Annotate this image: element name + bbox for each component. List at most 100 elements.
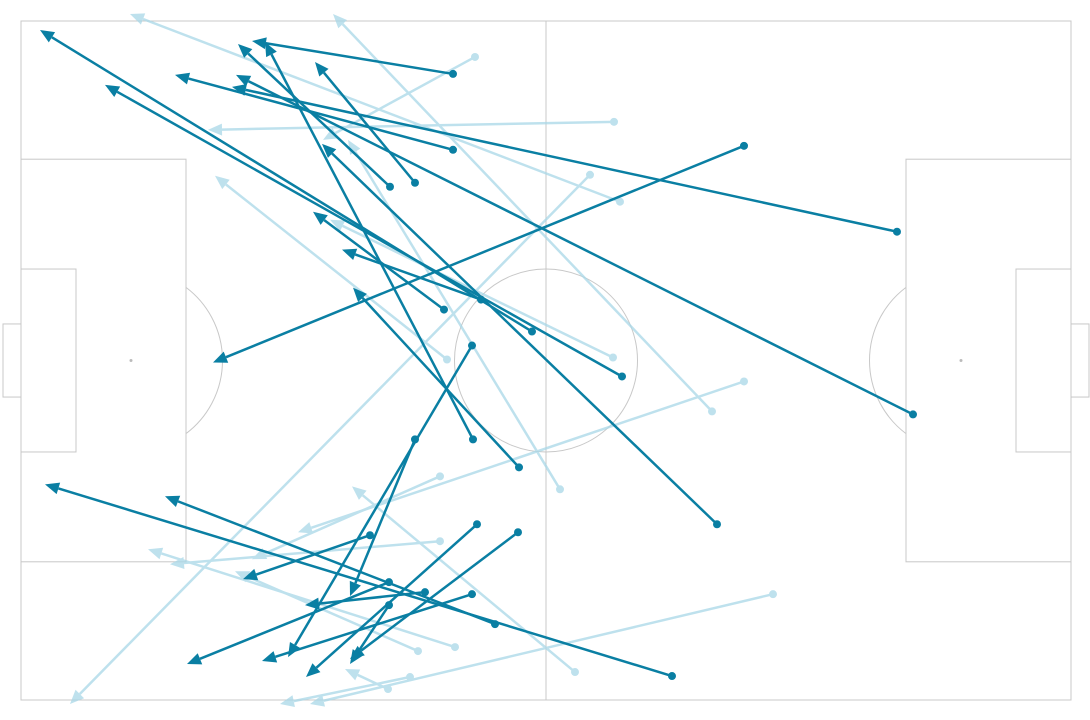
pass-line [245,88,898,233]
pass-arrowhead [349,580,361,597]
pass-origin [411,178,419,187]
pass-line [255,534,371,576]
pass-line [310,380,745,529]
pass-origin [473,520,481,529]
pass-origin [451,643,459,652]
pass-line [51,36,533,333]
pass-line [334,55,476,135]
pass-arrowhead [298,522,314,534]
pass-line [221,120,615,131]
pass-line [293,675,411,703]
pass-arrowhead [130,13,146,25]
pass-arrowhead [238,43,253,58]
pass-series [70,13,777,708]
pass-arrowhead [215,175,230,190]
penalty-arc [869,286,907,435]
pass-arrowhead [322,143,337,158]
pass-arrowhead [70,689,85,704]
pass-arrowhead [208,123,223,136]
pass-line [225,183,448,361]
pass-line [356,604,391,654]
pass-origin [471,52,479,61]
pass-line [247,575,419,653]
pass-line [322,71,416,184]
pass-line [58,487,673,678]
pass-origin [618,372,626,381]
penalty-spot [129,359,133,362]
goal [1070,323,1090,398]
pass-arrowhead [165,495,181,507]
pass-line [270,53,475,440]
pass-origin [616,197,624,206]
pass-line [225,144,745,359]
pass-line [199,581,390,660]
pass-arrowhead [342,248,358,261]
six-yard-box [20,268,77,453]
pass-line [160,552,456,649]
pass-arrowhead [213,351,229,363]
pass-arrowhead [345,669,361,681]
pass-line [247,52,391,188]
pass-origin [449,69,457,78]
pass-arrowhead [45,482,61,495]
pass-origin [443,355,451,364]
pass-arrowhead [313,211,328,225]
pass-origin [610,117,618,126]
pass-origin [440,305,448,314]
pass-arrowhead [352,486,367,500]
pass-arrowhead [280,695,295,708]
pass-origin [421,588,429,597]
pass-origin [571,668,579,677]
pass-line [354,438,417,584]
pass-origin [740,377,748,386]
pass-origin [468,590,476,599]
pass-line [331,152,718,526]
pass-origin [449,145,457,154]
pass-arrowhead [148,547,164,560]
pass-line [342,224,614,359]
pass-origin [740,141,748,150]
pass-arrowhead [265,41,277,58]
pass-origin [668,672,676,681]
pass-arrowhead [350,649,363,665]
pass-line [323,592,774,702]
pass-arrowhead [333,14,348,29]
pass-line [318,590,426,605]
pass-line [361,297,520,469]
pass-arrowhead [262,651,278,663]
pass-line [360,531,519,652]
pass-origin [386,182,394,191]
pass-origin [491,620,499,629]
pass-line [142,17,621,203]
pass-origin [609,353,617,362]
pass-line [323,219,445,311]
pass-line [247,80,914,416]
pass-origin [436,472,444,481]
pass-line [78,173,591,695]
pass-origin [893,227,901,236]
pass-origin [515,463,523,472]
pass-arrowhead [175,72,191,85]
pass-origin [436,537,444,546]
pitch [2,20,1090,701]
pass-arrowhead [305,597,320,610]
pass-arrowhead [310,694,326,707]
pass-origin [469,435,477,444]
pass-arrowhead [330,219,346,232]
pass-line [354,253,482,301]
pass-arrowhead [353,287,367,302]
six-yard-box [1015,268,1072,453]
pass-arrowhead [187,653,203,665]
pass-arrowhead [315,61,329,77]
centre-circle [454,268,638,453]
pass-series [40,29,917,681]
pass-line [354,151,562,490]
pass-arrowhead [232,84,247,96]
pass-origin [528,327,536,336]
goal [2,323,22,398]
pass-origin [414,647,422,656]
penalty-box [905,158,1072,563]
penalty-spot [959,359,963,362]
pass-arrowhead [105,84,121,98]
